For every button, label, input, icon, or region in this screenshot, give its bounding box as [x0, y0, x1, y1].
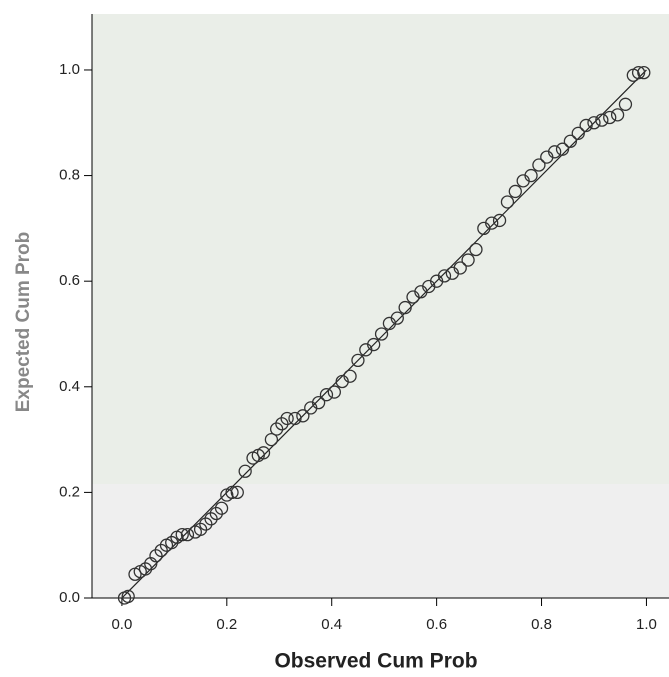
point — [571, 126, 585, 140]
point — [485, 216, 499, 230]
point — [508, 184, 522, 199]
point — [280, 411, 294, 426]
y-tick-label: 0.4 — [59, 378, 80, 395]
point — [204, 512, 218, 526]
point — [492, 213, 507, 228]
x-tick-label: 0.8 — [531, 616, 552, 633]
point — [618, 97, 633, 111]
point — [175, 527, 189, 542]
point — [524, 168, 538, 183]
point — [327, 385, 341, 399]
point — [587, 116, 601, 130]
point — [453, 261, 467, 275]
point — [469, 242, 483, 257]
point — [165, 535, 179, 550]
y-tick-label: 0.8 — [59, 167, 80, 184]
point — [374, 327, 389, 341]
point — [264, 432, 279, 447]
x-tick-label: 0.0 — [111, 616, 132, 633]
point — [437, 269, 452, 283]
point — [180, 527, 195, 542]
point — [154, 543, 168, 558]
y-tick-label: 0.2 — [59, 483, 80, 500]
point — [555, 142, 570, 156]
point — [398, 300, 412, 315]
point — [275, 417, 289, 431]
point — [367, 337, 381, 352]
point — [209, 506, 223, 521]
point — [595, 113, 609, 127]
y-tick-label: 0.0 — [59, 589, 80, 606]
point — [610, 108, 625, 122]
point — [500, 195, 515, 209]
point — [319, 388, 334, 402]
point — [351, 353, 365, 368]
y-tick-label: 0.6 — [59, 272, 80, 289]
y-tick-label: 1.0 — [59, 61, 80, 78]
point — [631, 65, 646, 80]
point — [269, 422, 284, 436]
point — [230, 485, 244, 500]
point — [603, 110, 617, 125]
x-tick-label: 0.4 — [321, 616, 342, 633]
point — [121, 589, 135, 604]
point — [199, 517, 213, 531]
point — [390, 311, 404, 325]
point — [547, 145, 562, 159]
plot-area-upper — [92, 14, 669, 484]
point — [637, 65, 651, 80]
point — [288, 411, 302, 426]
point — [238, 464, 252, 478]
point — [256, 446, 271, 460]
point — [461, 253, 475, 267]
point — [563, 134, 578, 148]
reference-line — [121, 69, 647, 599]
y-axis-label: Expected Cum Prob — [13, 232, 34, 413]
point — [138, 562, 153, 576]
point — [532, 158, 546, 172]
x-tick-label: 0.6 — [426, 616, 447, 633]
point — [225, 485, 239, 500]
point — [214, 501, 229, 515]
point — [193, 522, 208, 537]
point — [343, 369, 357, 383]
point — [149, 549, 163, 563]
x-tick-label: 1.0 — [636, 616, 657, 633]
x-tick-label: 0.2 — [216, 616, 237, 633]
point — [579, 118, 593, 133]
point — [311, 395, 326, 410]
point — [296, 409, 310, 423]
x-axis-label: Observed Cum Prob — [274, 650, 477, 673]
